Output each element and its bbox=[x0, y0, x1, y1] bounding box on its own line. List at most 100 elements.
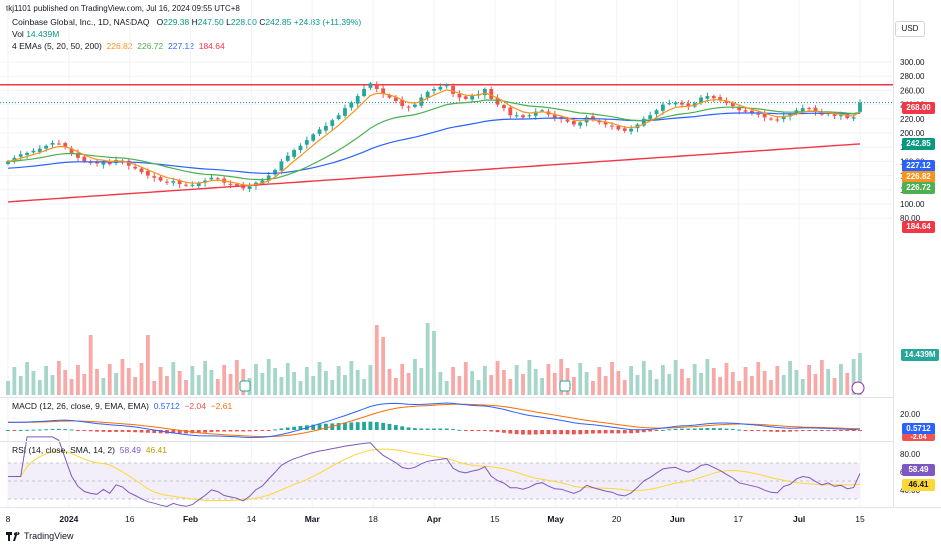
candle-body bbox=[540, 110, 544, 112]
volume-bar bbox=[718, 377, 723, 395]
macd-histogram-bar bbox=[56, 428, 61, 430]
candle-body bbox=[610, 125, 614, 127]
volume-bar bbox=[203, 361, 208, 395]
tradingview-logo[interactable]: TradingView bbox=[6, 531, 74, 541]
volume-bar bbox=[794, 370, 799, 395]
price-axis-label: 280.00 bbox=[900, 72, 925, 81]
volume-bar bbox=[495, 361, 500, 395]
candle-body bbox=[578, 122, 583, 126]
rsi-ma-line bbox=[8, 448, 861, 502]
currency-selector[interactable]: USD bbox=[895, 21, 925, 37]
candle-body bbox=[648, 115, 653, 119]
macd-histogram-bar bbox=[381, 422, 386, 430]
pane-separator-rsi[interactable] bbox=[0, 441, 893, 442]
candle-body bbox=[705, 96, 710, 99]
candle-body bbox=[190, 184, 195, 186]
ema5-value: 226.82 bbox=[106, 41, 133, 51]
rsi-ma-value: 46.41 bbox=[145, 445, 168, 455]
macd-histogram-bar bbox=[444, 428, 449, 430]
pane-separator-macd[interactable] bbox=[0, 397, 893, 398]
time-axis-label: 15 bbox=[490, 514, 500, 524]
volume-bar bbox=[769, 380, 773, 395]
time-axis-label: 18 bbox=[368, 514, 378, 524]
volume-bar bbox=[432, 331, 436, 395]
volume-bar bbox=[215, 379, 220, 395]
candle-body bbox=[858, 102, 862, 113]
rsi-ma-tag: 46.41 bbox=[902, 479, 935, 491]
candle-body bbox=[6, 161, 10, 164]
volume-bar bbox=[444, 381, 449, 395]
candle-body bbox=[622, 128, 627, 131]
volume-bar bbox=[521, 374, 525, 395]
ema50-value: 227.12 bbox=[167, 41, 194, 51]
candle-body bbox=[552, 114, 557, 119]
macd-histogram-bar bbox=[324, 423, 328, 430]
macd-histogram-bar bbox=[107, 430, 112, 432]
candle-body bbox=[152, 176, 157, 178]
macd-histogram-bar bbox=[50, 428, 55, 430]
candle-body bbox=[209, 177, 214, 180]
macd-histogram-bar bbox=[44, 429, 49, 431]
candle-body bbox=[769, 118, 773, 120]
macd-legend: MACD (12, 26, close, 9, EMA, EMA) 0.5712… bbox=[12, 401, 232, 412]
volume-bar bbox=[25, 362, 29, 395]
macd-histogram-bar bbox=[234, 430, 239, 432]
candle-body bbox=[56, 143, 61, 145]
macd-histogram-bar bbox=[88, 430, 93, 432]
volume-bar bbox=[489, 375, 494, 395]
symbol-name: Coinbase Global, Inc., 1D, NASDAQ bbox=[12, 17, 150, 27]
candle-body bbox=[724, 100, 729, 104]
macd-histogram-bar bbox=[756, 430, 761, 431]
candle-body bbox=[489, 88, 494, 99]
candle-body bbox=[31, 150, 36, 153]
candle-body bbox=[139, 168, 144, 173]
volume-bar bbox=[114, 373, 118, 395]
macd-histogram-bar bbox=[597, 430, 602, 434]
macd-histogram-bar bbox=[724, 428, 729, 430]
macd-histogram-bar bbox=[750, 430, 754, 431]
macd-histogram-bar bbox=[133, 430, 138, 433]
time-axis-label: 16 bbox=[124, 514, 135, 524]
macd-histogram-bar bbox=[648, 430, 653, 432]
macd-histogram-bar bbox=[851, 430, 856, 432]
volume-bar bbox=[699, 373, 703, 395]
candle-body bbox=[800, 108, 805, 112]
candle-body bbox=[718, 97, 723, 101]
time-axis-label: 8 bbox=[5, 514, 11, 524]
macd-histogram-bar bbox=[413, 428, 417, 430]
candle-body bbox=[234, 184, 239, 186]
volume-bar bbox=[228, 374, 233, 395]
time-axis-label: Jun bbox=[669, 514, 685, 524]
macd-histogram-bar bbox=[521, 430, 525, 435]
volume-bar bbox=[470, 371, 475, 395]
volume-bar bbox=[107, 364, 112, 395]
volume-bar bbox=[616, 371, 621, 395]
candle-body bbox=[807, 108, 812, 110]
volume-bar bbox=[819, 360, 824, 395]
candle-body bbox=[279, 161, 284, 171]
volume-bar bbox=[737, 381, 742, 395]
macd-histogram-bar bbox=[635, 430, 640, 433]
macd-histogram-bar bbox=[819, 430, 824, 431]
macd-histogram-bar bbox=[336, 423, 341, 430]
macd-histogram-bar bbox=[457, 429, 462, 431]
macd-histogram-bar bbox=[171, 430, 176, 434]
candle-body bbox=[502, 105, 506, 109]
candle-body bbox=[495, 97, 500, 105]
volume-bar bbox=[279, 377, 284, 395]
macd-histogram-bar bbox=[514, 430, 519, 435]
macd-histogram-bar bbox=[711, 428, 716, 430]
candle-body bbox=[533, 111, 538, 116]
volume-bar bbox=[858, 353, 862, 395]
macd-histogram-bar bbox=[126, 430, 131, 433]
volume-bar bbox=[343, 375, 347, 395]
macd-histogram-bar bbox=[781, 430, 786, 432]
volume-bar bbox=[196, 375, 201, 395]
volume-bar bbox=[324, 371, 328, 395]
volume-bar bbox=[273, 368, 277, 395]
resistance-price-tag: 268.00 bbox=[902, 102, 935, 114]
volume-bar bbox=[641, 361, 646, 395]
macd-histogram-bar bbox=[527, 430, 532, 435]
candle-body bbox=[107, 161, 112, 165]
